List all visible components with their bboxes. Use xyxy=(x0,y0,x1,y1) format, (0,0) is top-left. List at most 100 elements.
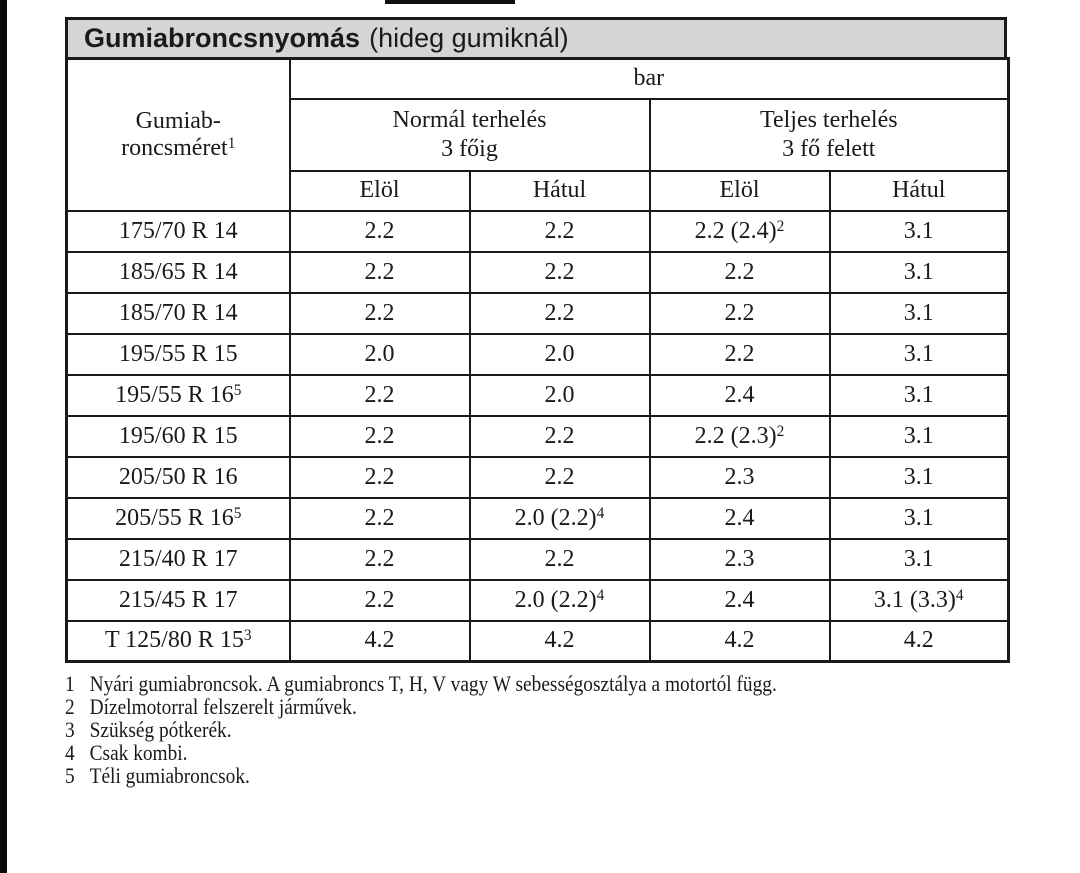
normal-load-line2: 3 főig xyxy=(441,135,498,162)
rear-header-full: Hátul xyxy=(828,169,1010,212)
pressure-cell: 3.1 xyxy=(828,332,1010,376)
load-group-header-row: Normál terhelés 3 főig Teljes terhelés 3… xyxy=(67,97,1010,172)
pressure-cell: 2.0 (2.2)4 xyxy=(468,578,651,622)
pressure-cell: 2.4 xyxy=(648,578,831,622)
pressure-cell: 4.2 xyxy=(288,619,471,663)
tire-size-cell: 195/60 R 15 xyxy=(65,414,291,458)
rear-header-normal: Hátul xyxy=(468,169,651,212)
table-row: T 125/80 R 153 4.2 4.2 4.2 4.2 xyxy=(65,619,1010,663)
pressure-cell: 2.2 (2.3)2 xyxy=(648,414,831,458)
footnote-text: Nyári gumiabroncsok. A gumiabroncs T, H,… xyxy=(89,671,777,696)
tire-size-cell: 195/55 R 15 xyxy=(65,332,291,376)
normal-load-header: Normál terhelés 3 főig xyxy=(288,97,651,172)
tire-size-cell: 185/65 R 14 xyxy=(65,250,291,294)
pressure-cell: 2.2 xyxy=(648,250,831,294)
pressure-cell: 2.2 xyxy=(468,291,651,335)
scan-artifact-line xyxy=(385,0,515,4)
footnote-number: 5 xyxy=(65,763,75,788)
tire-size-cell: 215/40 R 17 xyxy=(65,537,291,581)
unit-header: bar xyxy=(288,57,1010,100)
pressure-cell: 2.2 xyxy=(468,209,651,253)
front-header-normal: Elöl xyxy=(288,169,471,212)
pressure-cell: 2.2 xyxy=(288,209,471,253)
footnote-text: Téli gumiabroncsok. xyxy=(89,763,250,788)
pressure-cell: 2.4 xyxy=(648,373,831,417)
pressure-cell: 2.2 xyxy=(468,414,651,458)
footnote: 5 Téli gumiabroncsok. xyxy=(65,764,998,787)
pressure-cell: 3.1 (3.3)4 xyxy=(828,578,1010,622)
pressure-cell: 2.2 xyxy=(648,291,831,335)
footnote-text: Dízelmotorral felszerelt járművek. xyxy=(89,694,357,719)
pressure-cell: 2.0 xyxy=(288,332,471,376)
footnote-number: 4 xyxy=(65,740,75,765)
pressure-cell: 2.2 xyxy=(288,250,471,294)
pressure-cell: 2.2 xyxy=(288,496,471,540)
tire-size-cell: 205/55 R 165 xyxy=(65,496,291,540)
full-load-line2: 3 fő felett xyxy=(782,135,876,162)
footnote-text: Szükség pótkerék. xyxy=(89,717,232,742)
table-row: 185/70 R 14 2.2 2.2 2.2 3.1 xyxy=(65,291,1010,335)
footnote-text: Csak kombi. xyxy=(89,740,188,765)
tire-size-column-header: Gumiab-roncsméret1 xyxy=(65,57,291,212)
footnote-number: 1 xyxy=(65,671,75,696)
pressure-cell: 2.3 xyxy=(648,537,831,581)
pressure-cell: 2.2 xyxy=(288,537,471,581)
pressure-cell: 2.2 xyxy=(288,291,471,335)
footnote-number: 3 xyxy=(65,717,75,742)
tire-size-cell: 195/55 R 165 xyxy=(65,373,291,417)
table-row: 175/70 R 14 2.2 2.2 2.2 (2.4)2 3.1 xyxy=(65,209,1010,253)
table-row: 205/50 R 16 2.2 2.2 2.3 3.1 xyxy=(65,455,1010,499)
scan-edge-bar xyxy=(0,0,7,873)
pressure-cell: 3.1 xyxy=(828,414,1010,458)
pressure-cell: 2.4 xyxy=(648,496,831,540)
pressure-cell: 2.0 (2.2)4 xyxy=(468,496,651,540)
table-row: 195/55 R 15 2.0 2.0 2.2 3.1 xyxy=(65,332,1010,376)
pressure-cell: 2.2 (2.4)2 xyxy=(648,209,831,253)
pressure-cell: 2.2 xyxy=(468,537,651,581)
pressure-cell: 3.1 xyxy=(828,455,1010,499)
tire-size-cell: 205/50 R 16 xyxy=(65,455,291,499)
pressure-cell: 2.2 xyxy=(648,332,831,376)
tire-size-cell: T 125/80 R 153 xyxy=(65,619,291,663)
pressure-cell: 3.1 xyxy=(828,537,1010,581)
pressure-cell: 4.2 xyxy=(468,619,651,663)
section-subtitle: (hideg gumiknál) xyxy=(369,23,569,53)
section-title: Gumiabroncsnyomás xyxy=(84,23,361,53)
pressure-cell: 2.2 xyxy=(468,250,651,294)
pressure-cell: 4.2 xyxy=(648,619,831,663)
table-row: 195/60 R 15 2.2 2.2 2.2 (2.3)2 3.1 xyxy=(65,414,1010,458)
pressure-cell: 2.3 xyxy=(648,455,831,499)
tire-size-cell: 175/70 R 14 xyxy=(65,209,291,253)
pressure-cell: 3.1 xyxy=(828,291,1010,335)
tire-size-cell: 185/70 R 14 xyxy=(65,291,291,335)
pressure-cell: 2.0 xyxy=(468,373,651,417)
tire-size-cell: 215/45 R 17 xyxy=(65,578,291,622)
footnote: 4 Csak kombi. xyxy=(65,741,998,764)
table-row: 185/65 R 14 2.2 2.2 2.2 3.1 xyxy=(65,250,1010,294)
pressure-cell: 2.2 xyxy=(288,414,471,458)
unit-header-row: Gumiab-roncsméret1 bar xyxy=(65,57,1010,212)
pressure-cell: 2.2 xyxy=(468,455,651,499)
front-header-full: Elöl xyxy=(648,169,831,212)
front-rear-header-row: Elöl Hátul Elöl Hátul xyxy=(67,169,1010,212)
pressure-cell: 2.0 xyxy=(468,332,651,376)
footnotes: 1 Nyári gumiabroncsok. A gumiabroncs T, H… xyxy=(65,672,998,787)
tire-pressure-section: Gumiabroncsnyomás (hideg gumiknál) Gumia… xyxy=(65,17,1011,787)
footnote-number: 2 xyxy=(65,694,75,719)
full-load-header: Teljes terhelés 3 fő felett xyxy=(648,97,1010,172)
pressure-cell: 3.1 xyxy=(828,373,1010,417)
table-body: 175/70 R 14 2.2 2.2 2.2 (2.4)2 3.1 185/65 R 1… xyxy=(65,209,1010,663)
pressure-cell: 3.1 xyxy=(828,250,1010,294)
footnote: 2 Dízelmotorral felszerelt járművek. xyxy=(65,695,998,718)
pressure-cell: 2.2 xyxy=(288,578,471,622)
table-row: 205/55 R 165 2.2 2.0 (2.2)4 2.4 3.1 xyxy=(65,496,1010,540)
table-row: 195/55 R 165 2.2 2.0 2.4 3.1 xyxy=(65,373,1010,417)
normal-load-line1: Normál terhelés xyxy=(392,106,547,133)
footnote: 3 Szükség pótkerék. xyxy=(65,718,998,741)
footnote: 1 Nyári gumiabroncsok. A gumiabroncs T, H… xyxy=(65,672,998,695)
pressure-cell: 2.2 xyxy=(288,455,471,499)
pressure-cell: 3.1 xyxy=(828,496,1010,540)
table-header: Gumiab-roncsméret1 bar Normál terhelés 3… xyxy=(65,57,1010,212)
section-title-bar: Gumiabroncsnyomás (hideg gumiknál) xyxy=(65,17,1007,57)
full-load-line1: Teljes terhelés xyxy=(759,106,898,133)
